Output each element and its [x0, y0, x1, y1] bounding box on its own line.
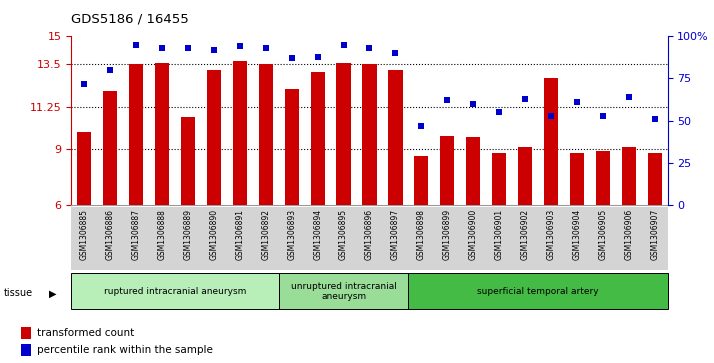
Bar [388, 70, 403, 205]
Text: unruptured intracranial
aneurysm: unruptured intracranial aneurysm [291, 282, 396, 301]
Text: GSM1306889: GSM1306889 [183, 209, 193, 260]
Text: GDS5186 / 16455: GDS5186 / 16455 [71, 13, 189, 26]
Point [312, 54, 323, 60]
Point [79, 81, 90, 86]
Bar [285, 89, 299, 205]
Bar [595, 151, 610, 205]
Point [571, 99, 583, 105]
Bar [544, 78, 558, 205]
Point [104, 67, 116, 73]
Text: GSM1306891: GSM1306891 [236, 209, 244, 260]
Text: GSM1306887: GSM1306887 [131, 209, 141, 260]
Bar [207, 70, 221, 205]
Text: GSM1306892: GSM1306892 [261, 209, 271, 260]
FancyBboxPatch shape [71, 273, 278, 309]
Text: GSM1306906: GSM1306906 [624, 209, 633, 260]
Text: GSM1306899: GSM1306899 [443, 209, 452, 260]
Point [597, 113, 608, 119]
Text: GSM1306895: GSM1306895 [339, 209, 348, 260]
Text: GSM1306890: GSM1306890 [209, 209, 218, 260]
Text: GSM1306898: GSM1306898 [417, 209, 426, 260]
Text: GSM1306902: GSM1306902 [521, 209, 530, 260]
Bar [155, 64, 169, 205]
Bar [492, 152, 506, 205]
Point [260, 45, 271, 51]
Point [545, 113, 557, 119]
Bar [129, 65, 144, 205]
Point [519, 96, 531, 102]
Text: percentile rank within the sample: percentile rank within the sample [37, 345, 213, 355]
Point [441, 98, 453, 103]
Text: GSM1306896: GSM1306896 [365, 209, 374, 260]
Point [338, 42, 349, 48]
Bar [77, 132, 91, 205]
Point [182, 45, 193, 51]
Bar [21, 327, 31, 339]
Point [286, 55, 298, 61]
Bar [233, 61, 247, 205]
Text: GSM1306894: GSM1306894 [313, 209, 322, 260]
Text: GSM1306904: GSM1306904 [573, 209, 581, 260]
Point [234, 44, 246, 49]
FancyBboxPatch shape [408, 273, 668, 309]
Point [649, 116, 660, 122]
Text: transformed count: transformed count [37, 328, 134, 338]
Bar [21, 344, 31, 356]
Bar [311, 72, 325, 205]
Point [468, 101, 479, 107]
Point [156, 45, 168, 51]
Bar [363, 65, 376, 205]
Text: superficial temporal artery: superficial temporal artery [477, 287, 599, 296]
Bar [181, 117, 195, 205]
Text: ruptured intracranial aneurysm: ruptured intracranial aneurysm [104, 287, 246, 296]
Text: GSM1306885: GSM1306885 [80, 209, 89, 260]
Text: GSM1306903: GSM1306903 [546, 209, 555, 260]
Bar [103, 91, 117, 205]
Text: ▶: ▶ [49, 288, 56, 298]
Point [131, 42, 142, 48]
Text: GSM1306897: GSM1306897 [391, 209, 400, 260]
Text: GSM1306893: GSM1306893 [287, 209, 296, 260]
Bar [440, 136, 454, 205]
Point [363, 45, 376, 51]
Bar [336, 64, 351, 205]
Text: tissue: tissue [4, 288, 33, 298]
Point [493, 109, 505, 115]
Text: GSM1306900: GSM1306900 [468, 209, 478, 260]
Bar [414, 156, 428, 205]
Bar [622, 147, 636, 205]
Point [390, 50, 401, 56]
Bar [466, 136, 481, 205]
Text: GSM1306888: GSM1306888 [158, 209, 166, 260]
Text: GSM1306907: GSM1306907 [650, 209, 659, 260]
Bar [518, 147, 532, 205]
Bar [570, 152, 584, 205]
Text: GSM1306901: GSM1306901 [495, 209, 503, 260]
Text: GSM1306886: GSM1306886 [106, 209, 115, 260]
Bar [648, 152, 662, 205]
Point [208, 47, 220, 53]
Point [416, 123, 427, 129]
FancyBboxPatch shape [278, 273, 408, 309]
Point [623, 94, 635, 100]
Bar [258, 65, 273, 205]
Text: GSM1306905: GSM1306905 [598, 209, 608, 260]
